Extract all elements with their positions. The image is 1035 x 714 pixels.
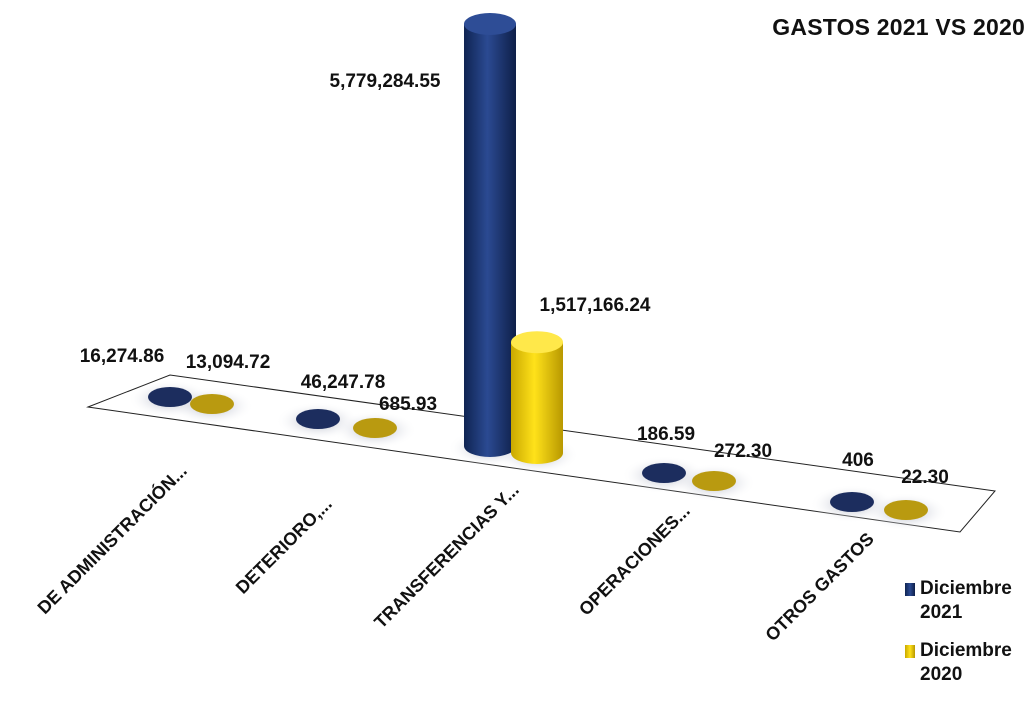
bar-series2-cat1 <box>190 394 234 414</box>
legend-swatch-2020 <box>905 645 915 658</box>
bars-group <box>148 13 928 520</box>
x-tick-label-5: OTROS GASTOS <box>761 529 877 645</box>
x-tick-label-1: DE ADMINISTRACIÓN... <box>33 460 191 618</box>
bar-series1-cat1 <box>148 387 192 407</box>
legend-item-2020: Diciembre 2020 <box>905 639 1035 687</box>
data-label-series2-cat5: 22.30 <box>901 467 949 488</box>
data-label-series2-cat4: 272.30 <box>714 441 772 462</box>
chart-title: GASTOS 2021 VS 2020 <box>772 14 1025 40</box>
data-labels-group: 16,274.86 46,247.78 5,779,284.55 186.59 406 1… <box>80 71 949 488</box>
bar-series1-cat4 <box>642 463 686 483</box>
bar-top-series2-cat3 <box>511 331 563 354</box>
legend-swatch-2021 <box>905 583 915 596</box>
data-label-series2-cat3: 1,517,166.24 <box>540 295 651 316</box>
bar-series2-cat3 <box>511 342 563 464</box>
legend-label-2021: Diciembre 2021 <box>920 578 1012 623</box>
bar-series2-cat2 <box>353 418 397 438</box>
data-label-series1-cat3: 5,779,284.55 <box>330 71 441 92</box>
data-label-series2-cat2: 685.93 <box>379 394 437 415</box>
data-label-series1-cat4: 186.59 <box>637 424 695 445</box>
data-label-series2-cat1: 13,094.72 <box>186 352 271 373</box>
legend-item-2021: Diciembre 2021 <box>905 577 1035 625</box>
legend: Diciembre 2021 Diciembre 2020 <box>905 577 1035 701</box>
x-tick-label-3: TRANSFERENCIAS Y... <box>370 480 523 633</box>
legend-label-2020: Diciembre 2020 <box>920 640 1012 685</box>
data-label-series1-cat1: 16,274.86 <box>80 346 165 367</box>
x-tick-label-4: OPERACIONES... <box>575 501 694 620</box>
data-label-series1-cat2: 46,247.78 <box>301 372 386 393</box>
bar-series1-cat5 <box>830 492 874 512</box>
x-tick-label-2: DETERIORO,... <box>232 494 336 598</box>
bar-top-series1-cat3 <box>464 13 516 35</box>
data-label-series1-cat5: 406 <box>842 450 874 471</box>
bar-series2-cat4 <box>692 471 736 491</box>
bar-series1-cat3 <box>464 24 516 457</box>
bar-series1-cat2 <box>296 409 340 429</box>
bar-series2-cat5 <box>884 500 928 520</box>
